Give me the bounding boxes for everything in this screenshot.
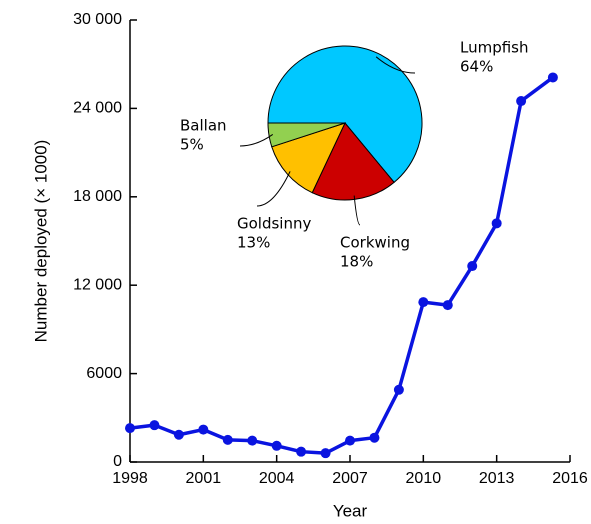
y-tick-label: 6000 [86, 365, 122, 382]
x-tick-label: 2013 [479, 470, 515, 487]
y-tick-label: 30 000 [73, 11, 122, 28]
leader-line [256, 171, 291, 207]
x-tick-label: 2007 [332, 470, 368, 487]
y-tick-label: 12 000 [73, 276, 122, 293]
y-tick-label: 24 000 [73, 100, 122, 117]
data-point [296, 446, 307, 457]
data-point [320, 448, 331, 459]
y-tick-label: 0 [113, 453, 122, 470]
data-point [345, 435, 355, 446]
data-point [369, 432, 380, 443]
data-point [418, 297, 429, 308]
x-axis-label: Year [333, 501, 368, 520]
x-tick-label: 1998 [112, 470, 148, 487]
y-axis-label: Number deployed (× 1000) [31, 140, 50, 343]
x-tick-label: 2001 [186, 470, 222, 487]
leader-line [353, 195, 361, 226]
data-point [173, 429, 184, 440]
pie-value-label: 5% [180, 136, 204, 154]
x-tick-label: 2004 [259, 470, 295, 487]
pie-label: Goldsinny [237, 215, 311, 233]
data-point [125, 423, 135, 434]
data-point [491, 218, 502, 229]
leader-line [375, 56, 416, 74]
data-point [393, 384, 404, 395]
pie-label: Ballan [180, 117, 227, 135]
leader-line [239, 134, 274, 147]
pie-slice [267, 45, 423, 184]
data-point [271, 440, 282, 451]
pie-label: Lumpfish [460, 39, 529, 57]
data-point [467, 261, 478, 272]
data-point [149, 420, 160, 431]
pie-value-label: 18% [340, 253, 373, 271]
pie-label: Corkwing [340, 234, 410, 252]
data-point [442, 300, 453, 311]
pie-value-label: 13% [237, 234, 270, 252]
y-tick-label: 18 000 [73, 188, 122, 205]
data-point [198, 424, 209, 435]
data-point [516, 96, 527, 107]
data-point [247, 435, 258, 446]
x-tick-label: 2010 [406, 470, 442, 487]
pie-value-label: 64% [460, 58, 493, 76]
pie-slice [271, 122, 346, 194]
pie-slice [267, 122, 346, 148]
x-tick-label: 2016 [552, 470, 588, 487]
data-point [222, 434, 233, 445]
data-point [547, 72, 558, 83]
